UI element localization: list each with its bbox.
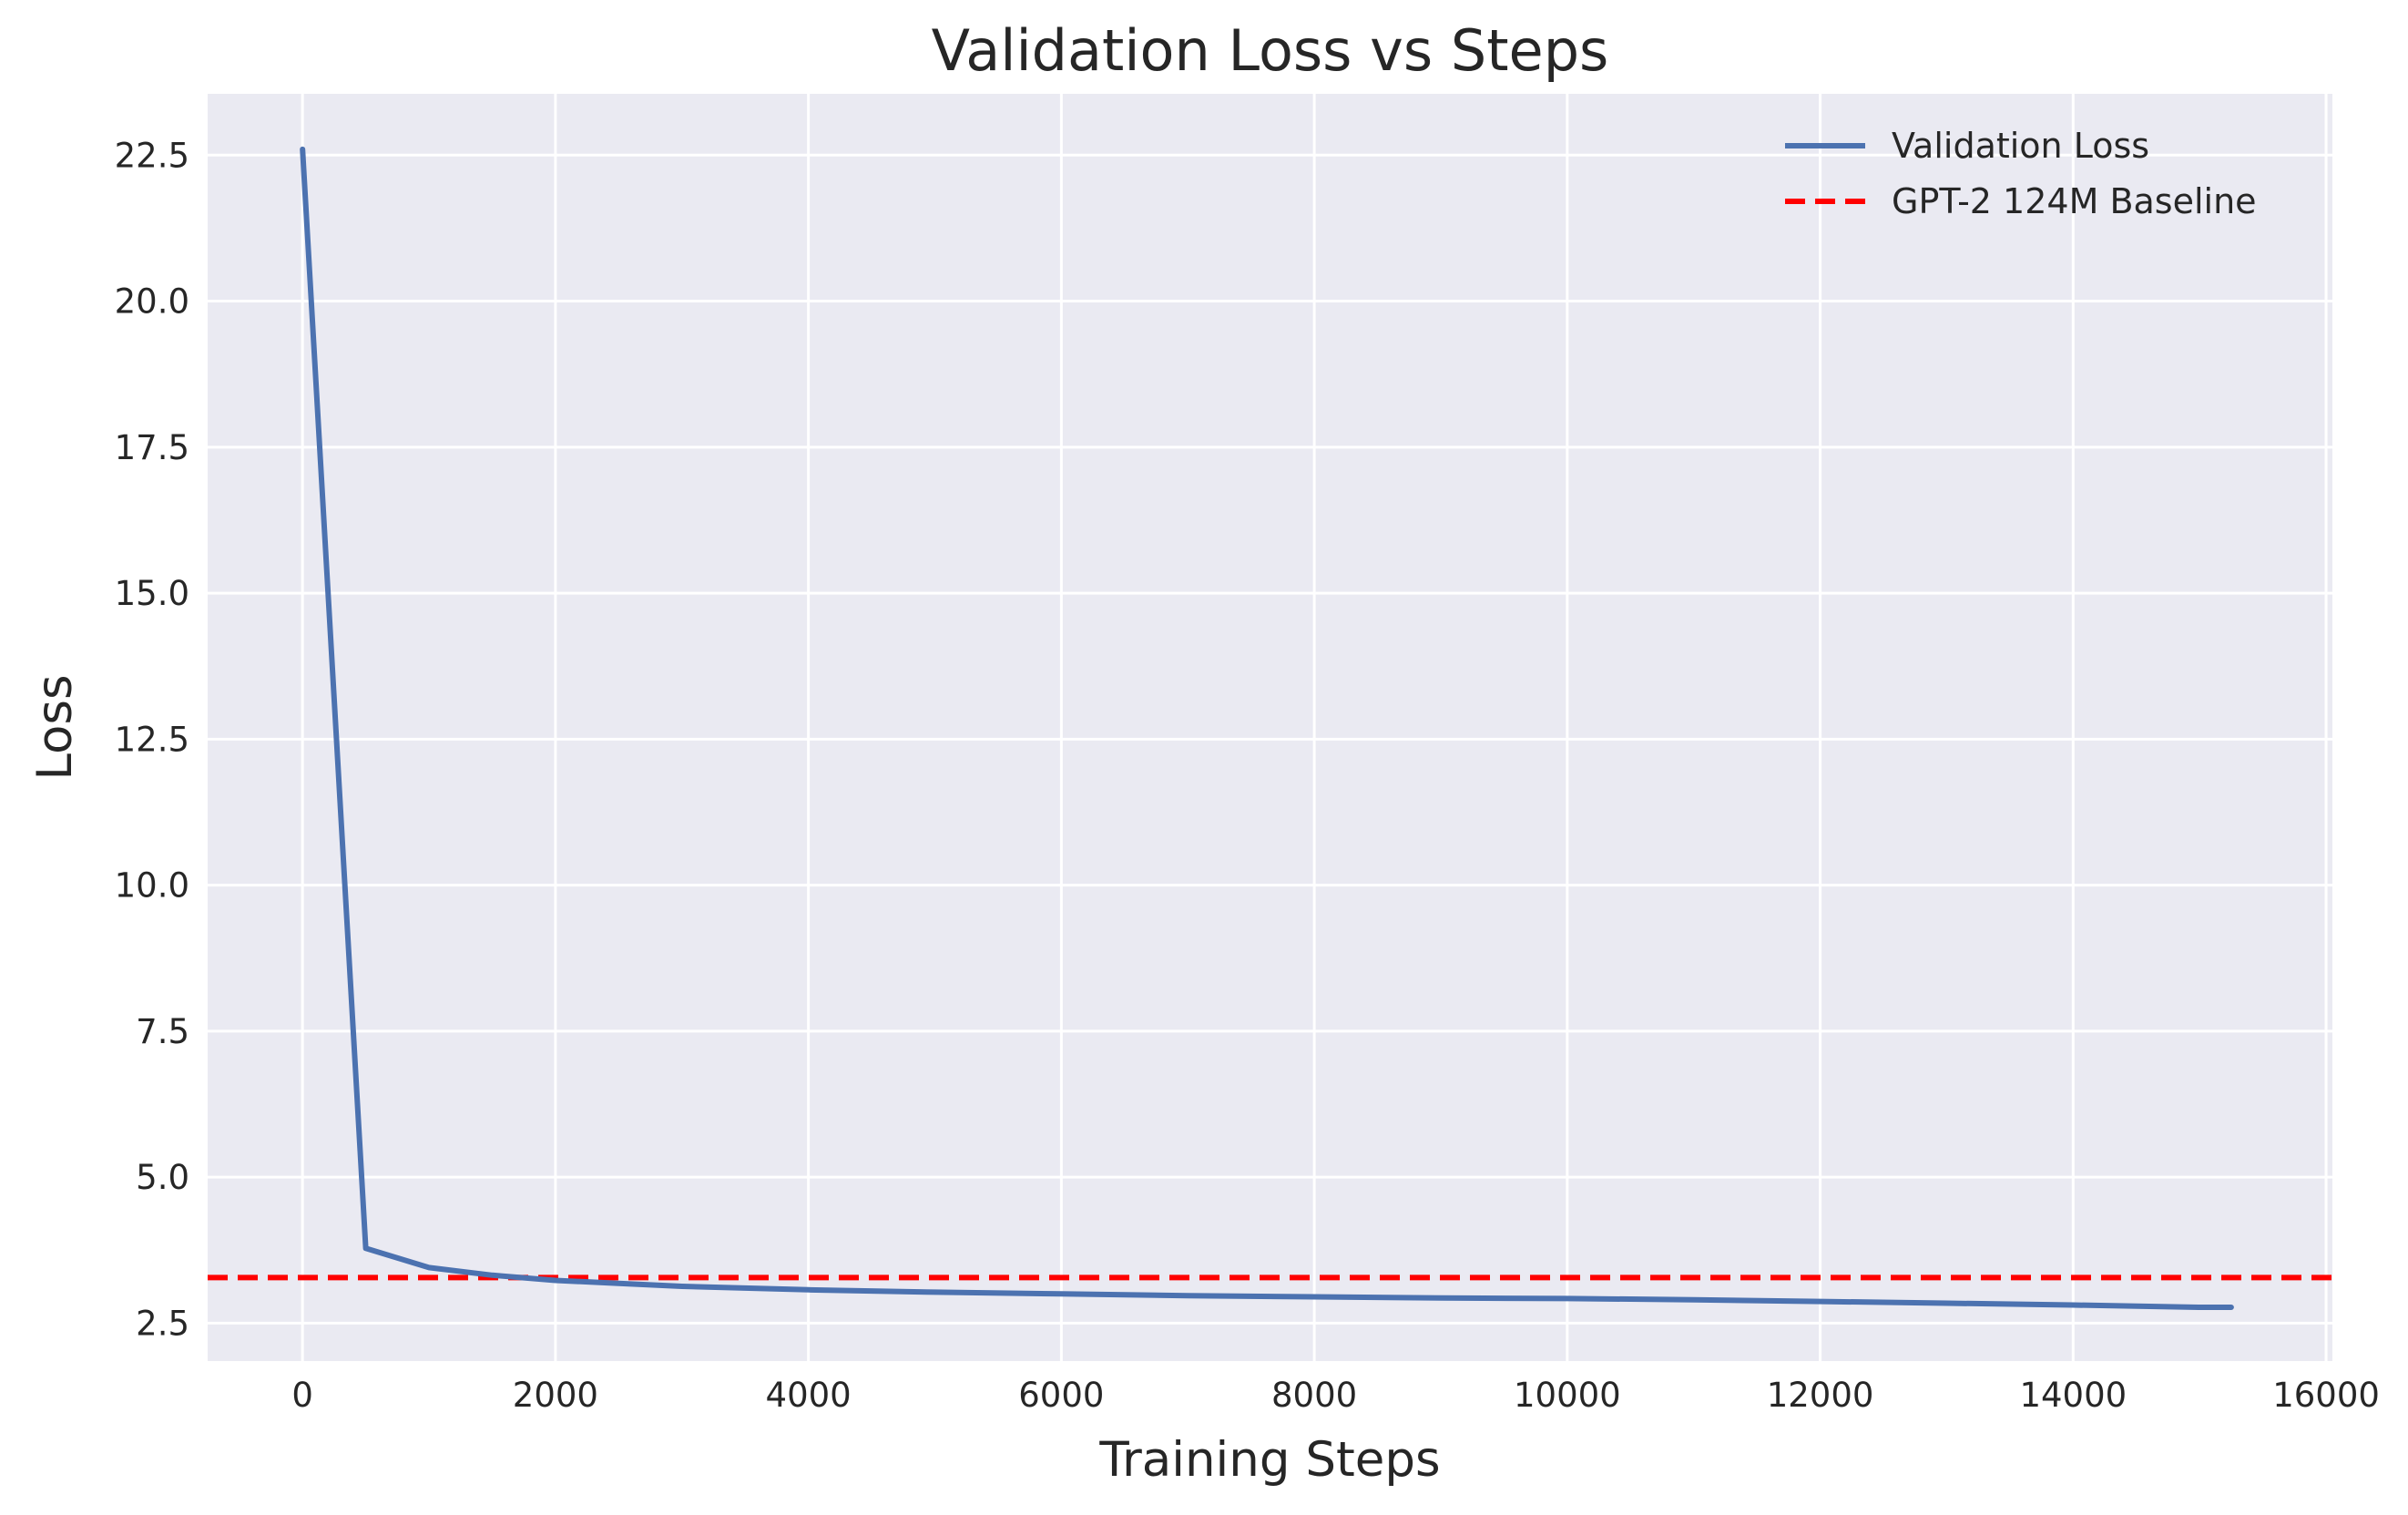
y-tick-label: 17.5 — [115, 428, 189, 467]
y-tick-label: 7.5 — [136, 1012, 189, 1051]
y-tick-label: 10.0 — [115, 866, 189, 906]
y-tick-label: 20.0 — [115, 282, 189, 322]
validation-loss-line — [300, 146, 2234, 1310]
y-axis-label: Loss — [27, 674, 83, 780]
y-tick-label: 2.5 — [136, 1304, 189, 1343]
y-tick-label: 22.5 — [115, 136, 189, 175]
series-layer — [300, 146, 2234, 1310]
y-tick-label: 15.0 — [115, 574, 189, 613]
x-axis-label: Training Steps — [1098, 1432, 1440, 1488]
x-tick-label: 16000 — [2272, 1376, 2380, 1415]
x-tick-label: 8000 — [1271, 1376, 1357, 1415]
x-tick-label: 10000 — [1514, 1376, 1621, 1415]
legend-label: GPT-2 124M Baseline — [1892, 181, 2257, 221]
x-tick-label: 14000 — [2019, 1376, 2127, 1415]
legend: Validation Loss GPT-2 124M Baseline — [1785, 126, 2257, 221]
grid-lines — [208, 94, 2332, 1361]
plot-area — [208, 94, 2332, 1361]
x-tick-label: 0 — [291, 1376, 313, 1415]
x-tick-label: 6000 — [1018, 1376, 1104, 1415]
chart-title: Validation Loss vs Steps — [932, 17, 1609, 84]
x-tick-label: 2000 — [513, 1376, 598, 1415]
x-tick-label: 4000 — [766, 1376, 852, 1415]
x-tick-label: 12000 — [1767, 1376, 1874, 1415]
y-tick-labels: 2.5 5.0 7.5 10.0 12.5 15.0 17.5 20.0 22.5 — [115, 136, 189, 1343]
legend-label: Validation Loss — [1892, 126, 2149, 166]
y-tick-label: 5.0 — [136, 1158, 189, 1197]
x-tick-labels: 0 2000 4000 6000 8000 10000 12000 14000 16000 — [291, 1376, 2380, 1415]
y-tick-label: 12.5 — [115, 720, 189, 759]
